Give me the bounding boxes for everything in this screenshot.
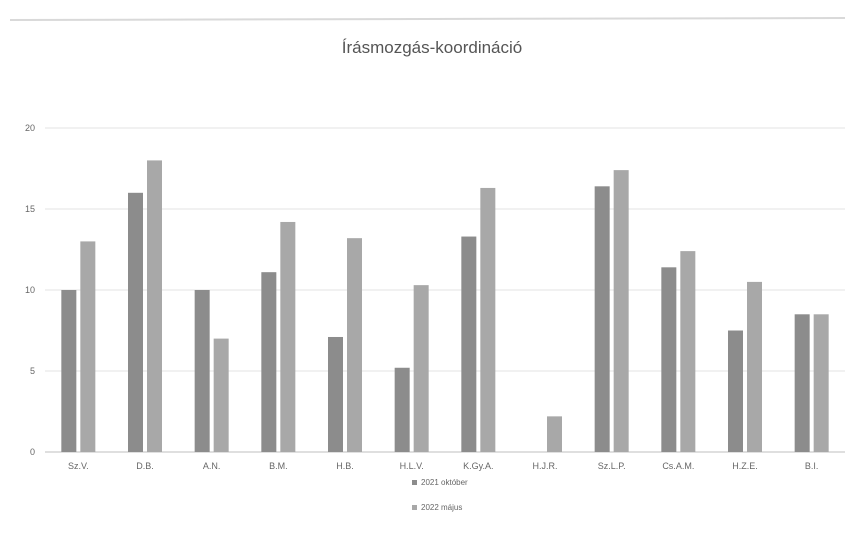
y-tick-label-2: 10 [25, 285, 35, 295]
top-divider [9, 17, 846, 21]
bar-series1-2 [213, 338, 229, 452]
bar-series1-6 [480, 187, 496, 452]
bar-series0-6 [461, 236, 477, 452]
y-tick-label-1: 5 [30, 366, 35, 376]
bar-series0-1 [128, 192, 143, 453]
bar-series1-0 [80, 241, 96, 452]
x-tick-label-3: B.M. [269, 461, 288, 471]
y-axis-ticks: 0 5 10 15 20 [25, 123, 35, 457]
legend-label-0: 2021 október [421, 478, 468, 487]
bar-series0-2 [194, 290, 210, 452]
legend: 2021 október 2022 május [412, 478, 468, 512]
bar-series0-8 [594, 186, 610, 452]
legend-swatch-0 [412, 480, 417, 485]
x-tick-label-11: B.I. [805, 461, 819, 471]
x-tick-label-5: H.L.V. [400, 461, 424, 471]
bar-series1-9 [680, 251, 696, 452]
legend-swatch-1 [412, 505, 417, 510]
x-tick-label-7: H.J.R. [532, 461, 557, 471]
bar-series1-8 [613, 170, 629, 452]
x-tick-label-2: A.N. [203, 461, 221, 471]
legend-label-1: 2022 május [421, 503, 462, 512]
bars [61, 160, 829, 453]
bar-series0-4 [328, 336, 343, 452]
x-tick-label-0: Sz.V. [68, 461, 89, 471]
bar-series0-3 [261, 272, 277, 452]
x-tick-label-4: H.B. [336, 461, 354, 471]
x-tick-label-8: Sz.L.P. [598, 461, 626, 471]
gridlines [45, 127, 845, 453]
bar-series1-7 [547, 416, 562, 452]
bar-series1-1 [147, 160, 162, 452]
bar-series1-5 [413, 285, 429, 452]
bar-series0-9 [661, 267, 677, 452]
x-tick-label-6: K.Gy.A. [463, 461, 493, 471]
y-tick-label-3: 15 [25, 204, 35, 214]
bar-series0-0 [61, 290, 77, 452]
bar-series0-10 [728, 330, 743, 452]
x-tick-label-1: D.B. [136, 461, 154, 471]
bar-series1-3 [280, 221, 296, 452]
bar-series1-10 [747, 281, 762, 452]
bar-series0-11 [794, 314, 810, 452]
x-tick-label-9: Cs.A.M. [662, 461, 694, 471]
x-tick-label-10: H.Z.E. [732, 461, 758, 471]
bar-series1-11 [813, 314, 829, 452]
x-axis-labels: Sz.V. D.B. A.N. B.M. H.B. H.L.V. K.Gy.A. H.J.R.… [68, 461, 818, 471]
bar-series0-5 [394, 367, 410, 452]
y-tick-label-4: 20 [25, 123, 35, 133]
chart-title: Írásmozgás-koordináció [342, 38, 522, 57]
y-tick-label-0: 0 [30, 447, 35, 457]
bar-series1-4 [347, 238, 362, 452]
